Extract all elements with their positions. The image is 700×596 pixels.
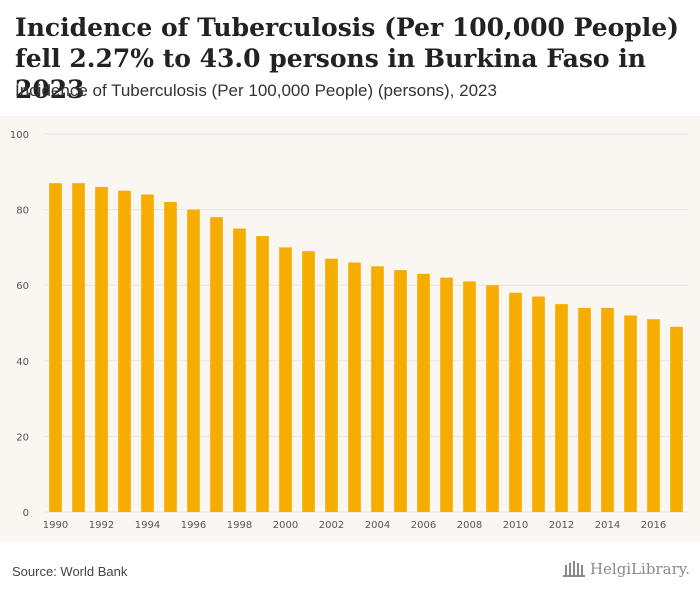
bar-2009 bbox=[486, 285, 499, 512]
bar-2016 bbox=[647, 319, 660, 512]
bar-1993 bbox=[118, 190, 131, 512]
library-building-icon bbox=[562, 561, 585, 577]
bar-2014 bbox=[601, 307, 614, 512]
bar-1995 bbox=[164, 202, 177, 512]
bar-2011 bbox=[532, 296, 545, 512]
plot-area: 0 20 40 60 80 100 1990 1992 1994 1996 1998 2000 200… bbox=[0, 116, 700, 542]
bar-1994 bbox=[141, 194, 154, 512]
bar-1998 bbox=[233, 228, 246, 512]
bar-2012 bbox=[555, 304, 568, 512]
bar-2013 bbox=[578, 307, 591, 512]
bar-2007 bbox=[440, 277, 453, 512]
x-tick-label: 2004 bbox=[365, 520, 390, 531]
x-tick-label: 2002 bbox=[319, 520, 344, 531]
x-tick-label: 1990 bbox=[43, 520, 68, 531]
y-axis-ticks: 0 20 40 60 80 100 bbox=[10, 130, 29, 519]
bar-2017 bbox=[670, 326, 683, 512]
bars bbox=[49, 183, 683, 513]
bar-1990 bbox=[49, 183, 62, 512]
bar-2010 bbox=[509, 292, 522, 512]
bar-2002 bbox=[325, 258, 338, 512]
x-axis-ticks: 1990 1992 1994 1996 1998 2000 2002 2004 2006 2008… bbox=[43, 520, 666, 531]
x-tick-label: 2008 bbox=[457, 520, 482, 531]
brand-logo: HelgiLibrary. bbox=[562, 560, 690, 578]
source-note: Source: World Bank bbox=[12, 564, 128, 579]
y-tick-label: 60 bbox=[16, 281, 29, 292]
brand-name: HelgiLibrary. bbox=[589, 560, 690, 578]
chart-subtitle: Incidence of Tuberculosis (Per 100,000 P… bbox=[15, 81, 497, 100]
bar-2015 bbox=[624, 315, 637, 512]
bar-2000 bbox=[279, 247, 292, 512]
bar-2003 bbox=[348, 262, 361, 512]
bar-1991 bbox=[72, 183, 85, 512]
x-tick-label: 2000 bbox=[273, 520, 298, 531]
bar-1999 bbox=[256, 236, 269, 512]
x-tick-label: 2010 bbox=[503, 520, 528, 531]
y-tick-label: 80 bbox=[16, 206, 29, 217]
x-tick-label: 2006 bbox=[411, 520, 436, 531]
x-tick-label: 2012 bbox=[549, 520, 574, 531]
x-tick-label: 2016 bbox=[641, 520, 666, 531]
gridlines bbox=[44, 133, 688, 513]
y-tick-label: 20 bbox=[16, 432, 29, 443]
bar-1996 bbox=[187, 209, 200, 512]
x-tick-label: 2014 bbox=[595, 520, 620, 531]
x-tick-label: 1998 bbox=[227, 520, 252, 531]
bar-2005 bbox=[394, 270, 407, 512]
y-tick-label: 40 bbox=[16, 357, 29, 368]
bar-2008 bbox=[463, 281, 476, 512]
x-tick-label: 1994 bbox=[135, 520, 160, 531]
bar-2006 bbox=[417, 273, 430, 512]
x-tick-label: 1992 bbox=[89, 520, 114, 531]
bar-1992 bbox=[95, 186, 108, 513]
bar-2004 bbox=[371, 266, 384, 512]
y-tick-label: 0 bbox=[23, 508, 29, 519]
y-tick-label: 100 bbox=[10, 130, 29, 141]
x-tick-label: 1996 bbox=[181, 520, 206, 531]
bar-1997 bbox=[210, 217, 223, 512]
bar-2001 bbox=[302, 251, 315, 512]
bar-chart: 0 20 40 60 80 100 1990 1992 1994 1996 1998 2000 200… bbox=[10, 130, 688, 531]
chart-title: Incidence of Tuberculosis (Per 100,000 P… bbox=[15, 13, 680, 104]
